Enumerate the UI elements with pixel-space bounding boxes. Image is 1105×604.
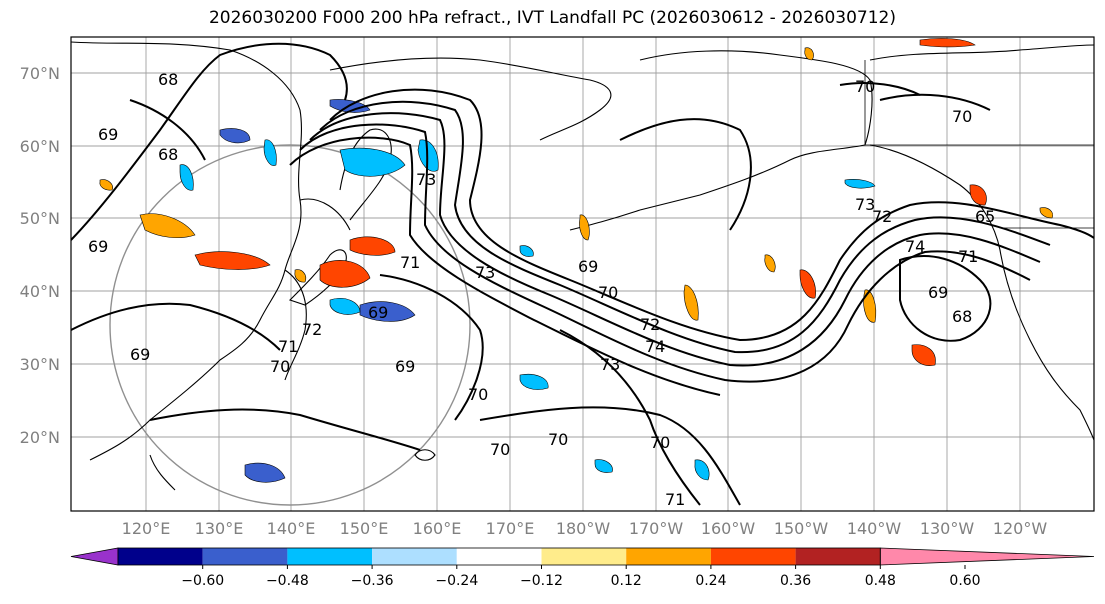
colorbar-segment [202, 548, 288, 565]
contour-label: 70 [548, 430, 568, 449]
contour-label: 69 [88, 237, 108, 256]
contour-label: 70 [598, 283, 618, 302]
contour-label: 73 [600, 355, 620, 374]
contour-label: 69 [578, 257, 598, 276]
colorbar-segment [541, 548, 627, 565]
colorbar-tick-label: −0.12 [520, 573, 563, 589]
lon-tick-label: 180°W [556, 519, 611, 538]
contour-label: 68 [158, 70, 178, 89]
colorbar-tick-label: −0.48 [266, 573, 309, 589]
range-circle [109, 144, 471, 506]
contour-labels: 68 69 68 69 69 72 71 70 69 69 71 73 69 7… [88, 70, 995, 509]
contour-label: 70 [855, 77, 875, 96]
lon-tick-label: 130°W [920, 519, 975, 538]
contour-label: 70 [270, 357, 290, 376]
lon-tick-label: 140°E [267, 519, 316, 538]
colorbar-segment [795, 548, 881, 565]
colorbar: −0.60 −0.48 −0.36 −0.24 −0.12 0.12 0.24 0.36 0.4… [70, 547, 1095, 589]
contour-label: 70 [468, 385, 488, 404]
contour-label: 73 [475, 263, 495, 282]
contour-label: 71 [278, 337, 298, 356]
colorbar-segment [372, 548, 457, 565]
contour-label: 70 [952, 107, 972, 126]
contour-label: 68 [158, 145, 178, 164]
colorbar-tick-label: −0.60 [181, 573, 224, 589]
latitude-labels: 70°N 60°N 50°N 40°N 30°N 20°N [20, 64, 60, 447]
contour-label: 74 [645, 337, 665, 356]
lon-tick-label: 120°E [122, 519, 171, 538]
lon-tick-label: 150°W [774, 519, 829, 538]
lon-tick-label: 150°E [340, 519, 389, 538]
lat-tick-label: 20°N [20, 428, 60, 447]
contour-label: 73 [416, 170, 436, 189]
colorbar-extend-high [879, 547, 1095, 566]
colorbar-segment [118, 548, 203, 565]
colorbar-tick-label: 0.12 [611, 573, 642, 589]
colorbar-tick-label: −0.24 [435, 573, 478, 589]
lon-tick-label: 170°W [629, 519, 684, 538]
map-panel [71, 37, 1094, 511]
contour-label: 72 [302, 320, 322, 339]
contour-label: 71 [400, 253, 420, 272]
lat-tick-label: 40°N [20, 282, 60, 301]
lon-tick-label: 130°E [195, 519, 244, 538]
contour-label: 69 [98, 125, 118, 144]
colorbar-extend-low [70, 547, 119, 566]
colorbar-tick-label: 0.36 [780, 573, 811, 589]
contour-label: 69 [928, 283, 948, 302]
lat-tick-label: 30°N [20, 355, 60, 374]
contour-label: 65 [975, 207, 995, 226]
ivt-pc-shading [99, 38, 1053, 483]
contour-label: 69 [395, 357, 415, 376]
contour-label: 72 [872, 207, 892, 226]
lon-tick-label: 160°E [413, 519, 462, 538]
colorbar-segment [710, 548, 796, 565]
colorbar-segment [626, 548, 711, 565]
contour-label: 70 [650, 433, 670, 452]
lat-tick-label: 60°N [20, 137, 60, 156]
lat-tick-label: 50°N [20, 209, 60, 228]
map-title: 2026030200 F000 200 hPa refract., IVT La… [208, 8, 896, 28]
colorbar-tick-label: 0.24 [695, 573, 726, 589]
colorbar-tick-label: 0.48 [865, 573, 896, 589]
contour-label: 73 [855, 195, 875, 214]
map-frame [70, 36, 1095, 512]
contour-label: 68 [952, 307, 972, 326]
lon-tick-label: 120°W [993, 519, 1048, 538]
refractivity-contours [71, 42, 1094, 506]
contour-label: 74 [905, 237, 925, 256]
colorbar-tick-label: −0.36 [351, 573, 394, 589]
colorbar-outline [117, 547, 881, 566]
contour-label: 70 [490, 440, 510, 459]
colorbar-segment [287, 548, 373, 565]
colorbar-segment [456, 548, 542, 565]
colorbar-tick-label: 0.60 [949, 573, 980, 589]
contour-label: 71 [665, 490, 685, 509]
lat-tick-label: 70°N [20, 64, 60, 83]
lon-tick-label: 160°W [701, 519, 756, 538]
contour-label: 69 [130, 345, 150, 364]
lon-tick-label: 170°E [486, 519, 535, 538]
longitude-labels: 120°E 130°E 140°E 150°E 160°E 170°E 180°… [122, 519, 1048, 538]
lon-tick-label: 140°W [847, 519, 902, 538]
contour-label: 71 [958, 247, 978, 266]
coastlines [71, 41, 1094, 491]
contour-label: 69 [368, 303, 388, 322]
contour-label: 72 [640, 315, 660, 334]
